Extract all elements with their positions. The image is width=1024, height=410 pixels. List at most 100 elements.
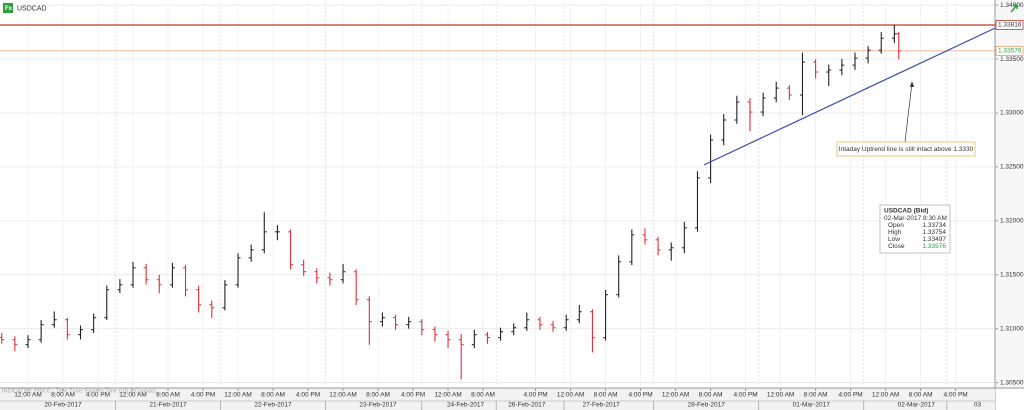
annotation: Intaday Uptrend line is still intact abo… xyxy=(836,81,976,157)
ohlc-bar xyxy=(524,312,530,331)
y-tick-label: 1.31500 xyxy=(1000,271,1024,278)
ohlc-bar xyxy=(471,329,477,349)
ohlc-bar xyxy=(655,237,661,256)
y-tick-label: 1.31000 xyxy=(1000,325,1024,332)
chart-title[interactable]: USDCAD xyxy=(17,5,47,12)
ohlc-bar xyxy=(498,327,504,341)
ohlc-bar xyxy=(721,114,727,146)
date-label: 01-Mar-2017 xyxy=(793,402,831,409)
x-tick-label: 8:00 AM xyxy=(156,392,180,399)
ohlc-bar xyxy=(668,242,674,261)
ohlc-bar xyxy=(130,261,136,288)
x-tick-label: 8:00 AM xyxy=(909,392,933,399)
axes: 1.30500 1.31000 1.31500 1.32000 1.32500 1.330… xyxy=(14,2,1024,410)
ohlc-bar xyxy=(747,97,753,132)
ohlc-bar xyxy=(865,46,871,64)
x-tick-label: 12:00 AM xyxy=(119,392,146,399)
x-tick-label: 4:00 PM xyxy=(838,392,862,399)
ohlc-bar xyxy=(708,134,714,184)
ohlc-bar xyxy=(209,300,215,318)
level-label-box xyxy=(995,20,1024,30)
x-tick-label: 4:00 PM xyxy=(191,392,215,399)
ohlc-bar xyxy=(169,262,175,288)
ohlc-bar xyxy=(458,334,464,380)
date-label: 22-Feb-2017 xyxy=(254,402,292,409)
ohlc-bar xyxy=(786,84,792,101)
ohlc-bar xyxy=(248,244,254,262)
x-tick-label: 12:00 AM xyxy=(14,392,41,399)
tooltip-title: USDCAD (Bid) xyxy=(884,208,928,215)
ohlc-bar xyxy=(78,325,84,340)
ohlc-bar xyxy=(393,314,399,330)
ohlc-bar xyxy=(484,331,490,344)
ohlc-bar xyxy=(12,336,18,352)
ohlc-bar xyxy=(301,259,307,276)
date-label: 23-Feb-2017 xyxy=(359,402,397,409)
x-tick-label: 4:00 PM xyxy=(296,392,320,399)
tooltip-label: Close xyxy=(888,243,905,250)
ohlc-bar xyxy=(379,312,385,327)
ohlc-bar xyxy=(550,321,556,332)
ohlc-bar xyxy=(222,280,228,311)
x-tick-label: 12:00 AM xyxy=(557,392,584,399)
date-label: 20-Feb-2017 xyxy=(44,402,82,409)
x-tick-label: 8:00 AM xyxy=(471,392,495,399)
x-tick-label: 12:00 AM xyxy=(662,392,689,399)
ohlc-bar xyxy=(91,313,97,333)
y-tick-label: 1.32000 xyxy=(1000,218,1024,225)
x-tick-label: 8:00 AM xyxy=(804,392,828,399)
ohlc-bar xyxy=(156,274,162,294)
ohlc-bar xyxy=(327,272,333,286)
tooltip-box xyxy=(879,204,951,254)
trend-line xyxy=(703,27,996,166)
ohlc-bar xyxy=(616,255,622,298)
tooltip-label: Low xyxy=(888,236,900,243)
x-tick-label: 8:00 AM xyxy=(699,392,723,399)
ohlc-bar xyxy=(0,333,5,344)
ohlc-bar xyxy=(419,318,425,336)
x-tick-label: 4:00 PM xyxy=(944,392,968,399)
tooltip-value: 1.33576 xyxy=(923,243,947,250)
x-tick-label: 4:00 PM xyxy=(86,392,110,399)
ohlc-bar xyxy=(196,285,202,313)
instrument-icon[interactable] xyxy=(3,3,13,13)
ohlc-bar xyxy=(38,320,44,343)
ohlc-bar xyxy=(603,289,609,341)
y-axis-panel xyxy=(995,0,1024,388)
x-tick-label: 4:00 PM xyxy=(523,392,547,399)
ohlc-bar xyxy=(896,31,902,60)
ohlc-bar xyxy=(25,335,31,349)
ohlc-bar xyxy=(432,326,438,342)
date-label: 21-Feb-2017 xyxy=(149,402,187,409)
y-tick-label: 1.33500 xyxy=(1000,56,1024,63)
tooltip-value: 1.33497 xyxy=(923,236,947,243)
ohlc-bar xyxy=(681,221,687,254)
x-tick-label: 12:00 AM xyxy=(767,392,794,399)
ohlc-bar xyxy=(183,265,189,297)
tooltip-value: 1.33754 xyxy=(923,229,947,236)
footer-note: INDICATIVE PRICE - Time Zone: Eastern Ti… xyxy=(2,388,156,394)
ohlc-bar xyxy=(826,64,832,87)
expand-icon[interactable] xyxy=(1010,4,1018,13)
y-tick-label: 1.32500 xyxy=(1000,164,1024,171)
ohlc-bar xyxy=(878,32,884,54)
ohlc-bar xyxy=(576,304,582,324)
tooltip-label: High xyxy=(888,229,902,236)
x-tick-label: 8:00 AM xyxy=(51,392,75,399)
tooltip-time: 02-Mar-2017 8:30 AM xyxy=(884,215,947,222)
x-tick-label: 12:00 AM xyxy=(224,392,251,399)
x-axis-panel xyxy=(0,388,995,410)
annotation-arrow xyxy=(904,82,913,143)
instrument-icon-text: Fx xyxy=(5,6,13,12)
ohlc-bar xyxy=(734,95,740,124)
ohlc-bar xyxy=(64,317,70,340)
ohlc-bar xyxy=(760,92,766,117)
ohlc-bar xyxy=(117,279,123,294)
date-label: 24-Feb-2017 xyxy=(447,402,485,409)
x-tick-label: 8:00 AM xyxy=(366,392,390,399)
level-label-box xyxy=(995,45,1024,56)
level-label: 1.33816 xyxy=(998,22,1022,29)
tooltip-label: Open xyxy=(888,222,904,229)
